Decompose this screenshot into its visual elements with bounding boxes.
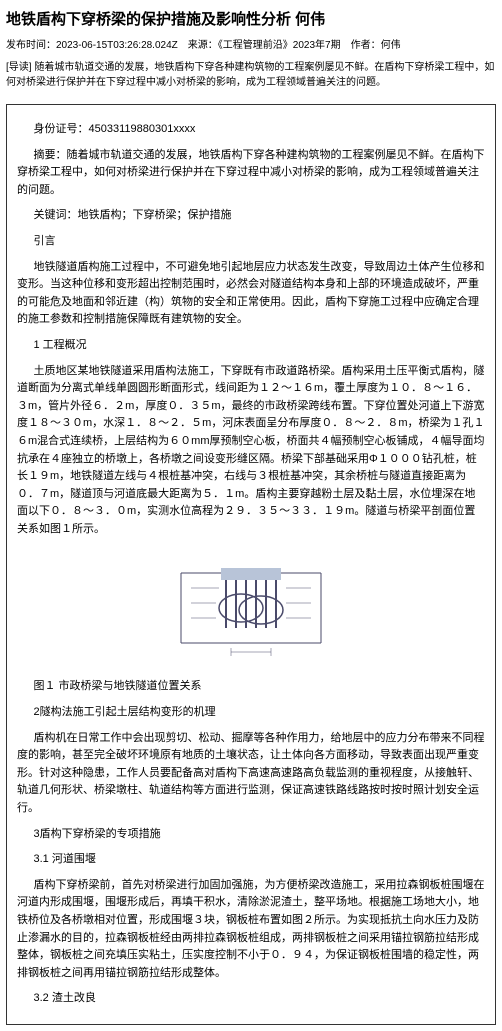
heading-intro: 引言 xyxy=(17,233,485,251)
para-3-1: 盾构下穿桥梁前，首先对桥梁进行加固加强施，为方便桥梁改造施工，采用拉森钢板桩围堰… xyxy=(17,877,485,983)
keywords-text: 关键词：地铁盾构；下穿桥梁；保护措施 xyxy=(17,207,485,225)
page-title: 地铁盾构下穿桥梁的保护措施及影响性分析 何伟 xyxy=(0,0,502,36)
figure-1 xyxy=(17,548,485,668)
para-intro: 地铁隧道盾构施工过程中，不可避免地引起地层应力状态发生改变，导致周边土体产生位移… xyxy=(17,259,485,329)
id-line: 身份证号：45033119880301xxxx xyxy=(17,121,485,139)
heading-3-2: 3.2 渣土改良 xyxy=(17,990,485,1008)
meta-line: 发布时间：2023-06-15T03:26:28.024Z 来源：《工程管理前沿… xyxy=(0,36,502,60)
figure-1-caption: 图１ 市政桥梁与地铁隧道位置关系 xyxy=(17,678,485,696)
heading-3: 3盾构下穿桥梁的专项措施 xyxy=(17,826,485,844)
para-2: 盾构机在日常工作中会出现剪切、松动、掘摩等各种作用力，给地层中的应力分布带来不同… xyxy=(17,730,485,818)
abstract-text: 摘要：随着城市轨道交通的发展，地铁盾构下穿各种建构筑物的工程案例屡见不鲜。在盾构… xyxy=(17,147,485,200)
heading-2: 2隧构法施工引起土层结构变形的机理 xyxy=(17,704,485,722)
heading-3-1: 3.1 河道围堰 xyxy=(17,851,485,869)
abstract-box: 身份证号：45033119880301xxxx 摘要：随着城市轨道交通的发展，地… xyxy=(6,104,496,1025)
lead-text: [导读] 随着城市轨道交通的发展，地铁盾构下穿各种建构筑物的工程案例屡见不鲜。在… xyxy=(0,60,502,98)
para-1: 土质地区某地铁隧道采用盾构法施工，下穿既有市政道路桥梁。盾构采用土压平衡式盾构，… xyxy=(17,363,485,539)
heading-1: 1 工程概况 xyxy=(17,337,485,355)
figure-1-svg xyxy=(161,548,341,668)
